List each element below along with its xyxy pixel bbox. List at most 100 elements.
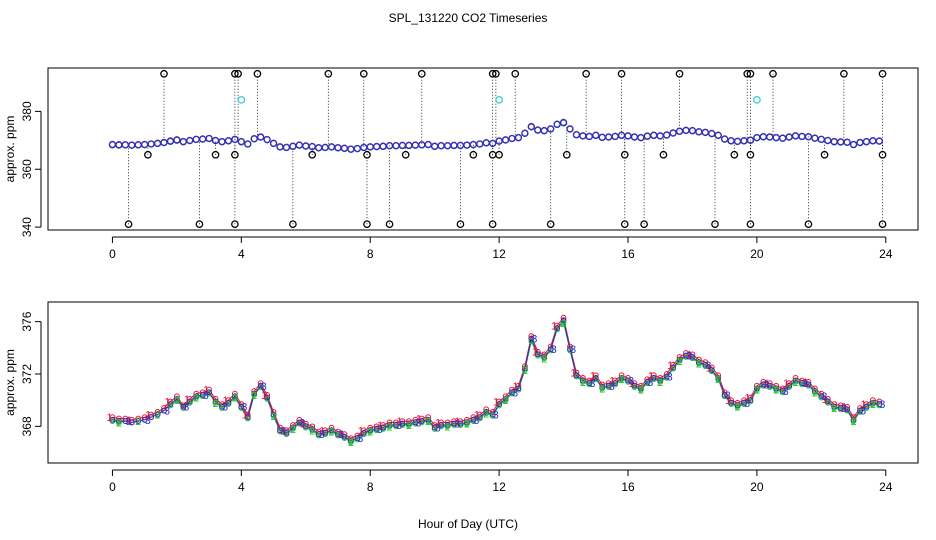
marker-label-series-3: 3 xyxy=(783,386,789,398)
marker-label-series-2: 2 xyxy=(638,385,644,397)
marker-label-series-1: 1 xyxy=(145,410,151,422)
marker-label-series-3: 3 xyxy=(125,416,131,428)
marker-label-series-1: 1 xyxy=(609,376,615,388)
marker-label-series-1: 1 xyxy=(860,399,866,411)
data-point-series-3 xyxy=(625,377,631,384)
data-point-series-3 xyxy=(585,132,593,141)
data-point-series-3 xyxy=(876,401,883,407)
data-point-series-3 xyxy=(425,416,432,423)
data-point-series-1 xyxy=(309,423,316,430)
data-point-series-1 xyxy=(502,393,509,400)
data-point-series-1 xyxy=(702,359,709,366)
data-point-series-1 xyxy=(741,397,747,404)
data-point-series-3 xyxy=(270,411,277,418)
data-point-series-3 xyxy=(528,335,535,342)
data-point-series-1 xyxy=(193,390,200,397)
data-point-series-3 xyxy=(759,133,767,141)
marker-label-series-1: 1 xyxy=(628,378,634,390)
marker-label-series-3: 3 xyxy=(705,360,711,372)
data-point-series-1 xyxy=(728,397,735,404)
marker-label-series-3: 3 xyxy=(841,403,847,415)
data-point-series-3 xyxy=(689,354,696,360)
data-point-series-3 xyxy=(599,384,606,390)
data-point-series-3 xyxy=(760,381,767,388)
data-point-series-3 xyxy=(353,145,361,153)
data-point-series-3 xyxy=(547,346,554,353)
data-point-series-3 xyxy=(128,419,135,426)
data-point-series-3 xyxy=(592,375,599,381)
outlier-point xyxy=(711,220,719,229)
data-point-series-3 xyxy=(631,382,638,389)
data-point-series-3 xyxy=(341,433,348,440)
data-point-series-3 xyxy=(322,429,329,436)
data-point-series-3 xyxy=(509,389,515,396)
marker-label-series-2: 2 xyxy=(367,427,373,439)
data-point-series-3 xyxy=(502,395,509,402)
outlier-point xyxy=(231,69,239,78)
x-tick-label: 16 xyxy=(621,480,635,494)
data-point-series-1 xyxy=(753,382,760,389)
data-point-series-1 xyxy=(644,376,651,383)
data-point-series-3 xyxy=(153,139,162,148)
data-point-series-3 xyxy=(483,409,490,415)
data-point-series-1 xyxy=(283,427,290,434)
outlier-point xyxy=(324,69,333,78)
data-point-series-3 xyxy=(431,424,438,431)
data-point-series-1 xyxy=(625,375,631,381)
x-tick-label: 12 xyxy=(492,247,506,261)
data-point-series-3 xyxy=(637,134,645,142)
data-point-series-1 xyxy=(154,409,161,415)
data-point-series-3 xyxy=(611,132,619,141)
data-point-series-1 xyxy=(844,403,851,410)
data-point-series-3 xyxy=(844,406,851,413)
data-point-series-3 xyxy=(605,133,613,141)
data-point-series-3 xyxy=(727,137,735,145)
data-point-series-1 xyxy=(721,389,728,396)
data-point-series-3 xyxy=(811,134,819,142)
data-point-series-3 xyxy=(747,397,754,404)
data-point-series-1 xyxy=(779,385,786,392)
data-point-series-3 xyxy=(721,135,729,143)
marker-label-series-2: 2 xyxy=(541,353,547,365)
data-point-series-3 xyxy=(437,142,445,150)
data-point-series-3 xyxy=(708,367,715,373)
data-point-series-3 xyxy=(702,361,709,368)
data-point-series-1 xyxy=(683,350,689,356)
marker-label-series-1: 1 xyxy=(126,415,132,427)
marker-label-series-1: 1 xyxy=(203,385,209,397)
marker-label-series-3: 3 xyxy=(299,417,305,429)
marker-label-series-3: 3 xyxy=(338,429,344,441)
data-point-series-3 xyxy=(315,431,322,438)
data-point-series-3 xyxy=(334,144,342,152)
data-point-series-1 xyxy=(219,401,225,407)
marker-label-series-2: 2 xyxy=(696,359,702,371)
outlier-point xyxy=(144,150,152,159)
data-point-series-3 xyxy=(650,131,658,140)
marker-label-series-2: 2 xyxy=(676,356,682,368)
outlier-point xyxy=(546,220,555,229)
data-point-series-3 xyxy=(463,141,471,149)
data-point-series-3 xyxy=(296,419,303,426)
data-point-series-3 xyxy=(566,125,574,133)
data-point-series-3 xyxy=(560,317,567,324)
data-point-series-3 xyxy=(257,133,265,141)
y-axis-label: approx. ppm xyxy=(3,116,17,183)
data-point-series-3 xyxy=(308,143,316,151)
outlier-point xyxy=(495,150,503,159)
data-point-series-3 xyxy=(115,141,123,149)
data-point-series-1 xyxy=(199,389,206,396)
marker-label-series-2: 2 xyxy=(425,416,431,428)
y-tick-label: 372 xyxy=(20,364,34,384)
data-point-series-3 xyxy=(663,373,670,380)
marker-label-series-3: 3 xyxy=(821,391,827,403)
data-point-series-1 xyxy=(457,418,464,425)
outlier-point xyxy=(511,69,520,78)
data-point-series-3 xyxy=(443,142,452,150)
data-point-series-3 xyxy=(463,419,470,426)
data-point-series-3 xyxy=(811,388,818,394)
data-point-series-3 xyxy=(656,132,664,140)
data-point-series-3 xyxy=(857,407,863,414)
marker-label-series-2: 2 xyxy=(328,427,334,439)
marker-label-series-1: 1 xyxy=(822,394,828,406)
figure-title: SPL_131220 CO2 Timeseries xyxy=(389,11,548,25)
